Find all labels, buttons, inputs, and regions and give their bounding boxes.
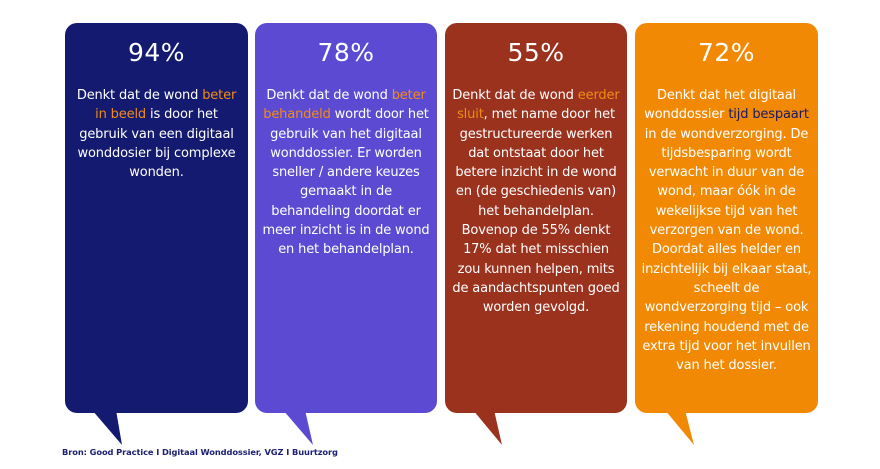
desc-highlight: beter behandeld xyxy=(263,88,426,123)
stat-percentage: 78% xyxy=(317,38,375,67)
desc-highlight: tijd bespaart xyxy=(728,107,809,123)
stat-description: Denkt dat de wond beter behandeld wordt … xyxy=(261,86,431,260)
stat-percentage: 55% xyxy=(507,38,565,67)
desc-text: , met name door het gestructureerde werk… xyxy=(452,107,620,316)
desc-text: Denkt dat de wond xyxy=(452,88,578,103)
stat-card-eerder-sluit: 55% Denkt dat de wond eerder sluit, met … xyxy=(445,23,627,413)
tail-card-1 xyxy=(92,410,122,445)
desc-highlight: eerder sluit xyxy=(457,88,620,123)
stat-card-beter-in-beeld: 94% Denkt dat de wond beter in beeld is … xyxy=(65,23,248,413)
tail-card-2 xyxy=(283,410,313,445)
desc-text: Denkt dat het digitaal wonddossier xyxy=(644,88,796,123)
desc-text: wordt door het gebruik van het digitaal … xyxy=(262,107,430,258)
stat-description: Denkt dat het digitaal wonddossier tijd … xyxy=(641,86,812,375)
source-citation: Bron: Good Practice I Digitaal Wonddossi… xyxy=(62,447,338,457)
desc-text: in de wondverzorging. De tijdsbesparing … xyxy=(641,126,812,374)
desc-highlight: beter in beeld xyxy=(95,88,237,123)
stat-card-beter-behandeld: 78% Denkt dat de wond beter behandeld wo… xyxy=(255,23,437,413)
stat-card-tijd-bespaart: 72% Denkt dat het digitaal wonddossier t… xyxy=(635,23,818,413)
stat-description: Denkt dat de wond eerder sluit, met name… xyxy=(451,86,621,318)
stat-percentage: 72% xyxy=(697,38,756,67)
stat-percentage: 94% xyxy=(127,38,186,67)
desc-text: Denkt dat de wond xyxy=(266,88,392,103)
desc-text: Denkt dat de wond xyxy=(76,88,203,103)
desc-text: is door het gebruik van een digitaal won… xyxy=(77,107,236,181)
tail-card-3 xyxy=(473,410,502,445)
stat-description: Denkt dat de wond beter in beeld is door… xyxy=(71,86,242,182)
tail-card-4 xyxy=(665,410,694,445)
